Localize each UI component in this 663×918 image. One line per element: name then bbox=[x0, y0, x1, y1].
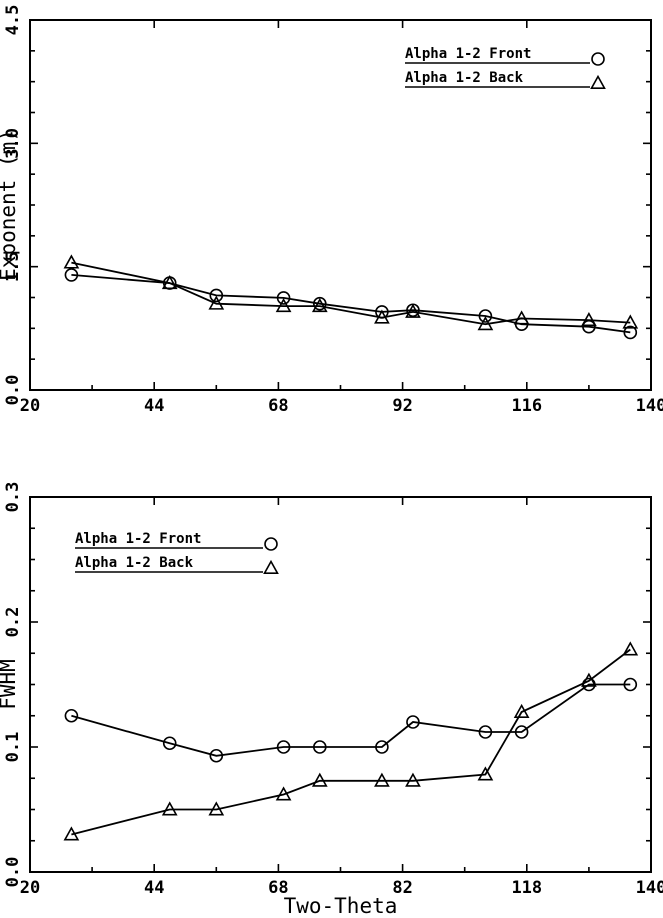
data-point bbox=[63, 826, 80, 841]
x-tick-label: 140 bbox=[636, 396, 663, 416]
data-point bbox=[161, 801, 178, 816]
y-tick-label: 4.5 bbox=[3, 5, 23, 36]
data-point bbox=[162, 736, 177, 751]
x-tick-label: 68 bbox=[268, 396, 288, 416]
series-line bbox=[71, 274, 631, 334]
data-point bbox=[161, 274, 178, 290]
data-point bbox=[581, 311, 597, 327]
y-axis-title: FWHM bbox=[0, 659, 20, 710]
data-point bbox=[311, 297, 328, 313]
x-tick-label: 20 bbox=[20, 396, 40, 416]
chart-1: 20 44 68 92 116 140 0.0 1.5 3.0 4.5 Exponent (m) Al… bbox=[0, 5, 663, 416]
data-point bbox=[623, 325, 638, 340]
x-tick-label: 44 bbox=[144, 878, 164, 898]
data-point bbox=[514, 725, 529, 739]
x-tick-label: 116 bbox=[511, 396, 542, 416]
y-tick-label: 0.0 bbox=[3, 857, 23, 888]
plot-frame bbox=[29, 19, 652, 391]
x-tick-label: 92 bbox=[392, 396, 412, 416]
data-point bbox=[275, 786, 292, 801]
legend: Alpha 1-2 Front Alpha 1-2 Back bbox=[405, 46, 606, 89]
data-point bbox=[405, 303, 421, 318]
data-point bbox=[405, 772, 421, 787]
data-point bbox=[312, 740, 327, 754]
y-tick-label: 0.0 bbox=[3, 375, 23, 406]
x-tick-label: 82 bbox=[392, 878, 412, 898]
x-tick-label: 118 bbox=[511, 878, 542, 898]
y-tick-label: 0.2 bbox=[3, 607, 23, 638]
y-tick-label: 0.3 bbox=[3, 482, 23, 513]
data-point bbox=[374, 772, 390, 787]
data-point bbox=[513, 310, 530, 325]
series-line bbox=[71, 683, 631, 757]
legend-marker bbox=[264, 537, 278, 551]
data-point bbox=[581, 672, 597, 687]
data-point bbox=[64, 268, 79, 282]
y-tick-label: 0.1 bbox=[3, 732, 23, 763]
data-point bbox=[276, 291, 291, 305]
data-point bbox=[622, 314, 639, 329]
data-point bbox=[478, 309, 493, 323]
data-point bbox=[622, 641, 639, 656]
y-axis-title: Exponent (m) bbox=[0, 129, 20, 281]
data-point bbox=[312, 296, 327, 311]
series-1 bbox=[64, 677, 638, 763]
data-point bbox=[208, 295, 225, 310]
data-point bbox=[276, 740, 291, 754]
legend-marker bbox=[590, 74, 606, 89]
data-point bbox=[311, 772, 328, 787]
data-point bbox=[63, 254, 80, 269]
legend-label: Alpha 1-2 Back bbox=[405, 70, 524, 86]
legend-marker bbox=[263, 559, 279, 575]
data-point bbox=[209, 288, 224, 303]
x-tick-label: 140 bbox=[636, 878, 663, 898]
legend: Alpha 1-2 Front Alpha 1-2 Back bbox=[75, 531, 279, 575]
x-tick-label: 20 bbox=[20, 878, 40, 898]
data-point bbox=[477, 766, 494, 781]
plot-frame bbox=[29, 496, 652, 873]
data-point bbox=[406, 715, 420, 729]
data-point bbox=[623, 677, 638, 692]
data-point bbox=[275, 297, 292, 313]
series-line bbox=[71, 261, 631, 326]
data-point bbox=[64, 708, 79, 723]
series-2 bbox=[63, 641, 639, 841]
chart-2: 20 44 68 82 118 140 0.0 0.1 0.2 0.3 FWHM Two-Theta A… bbox=[0, 482, 663, 918]
data-point bbox=[478, 725, 493, 739]
legend-label: Alpha 1-2 Back bbox=[75, 555, 194, 571]
x-tick-label: 68 bbox=[268, 878, 288, 898]
y-tick-label: 3.0 bbox=[3, 128, 23, 159]
legend-label: Alpha 1-2 Front bbox=[405, 46, 531, 62]
x-axis-title: Two-Theta bbox=[284, 894, 398, 918]
legend-marker bbox=[591, 52, 605, 66]
data-point bbox=[375, 740, 389, 754]
data-point bbox=[209, 748, 224, 763]
data-point bbox=[208, 801, 225, 816]
legend-label: Alpha 1-2 Front bbox=[75, 531, 201, 547]
series-2 bbox=[63, 254, 639, 331]
data-point bbox=[477, 316, 494, 331]
series-line bbox=[71, 648, 631, 836]
data-point bbox=[513, 703, 530, 719]
y-tick-label: 1.5 bbox=[3, 251, 23, 282]
data-point bbox=[374, 309, 390, 324]
x-tick-label: 44 bbox=[144, 396, 164, 416]
